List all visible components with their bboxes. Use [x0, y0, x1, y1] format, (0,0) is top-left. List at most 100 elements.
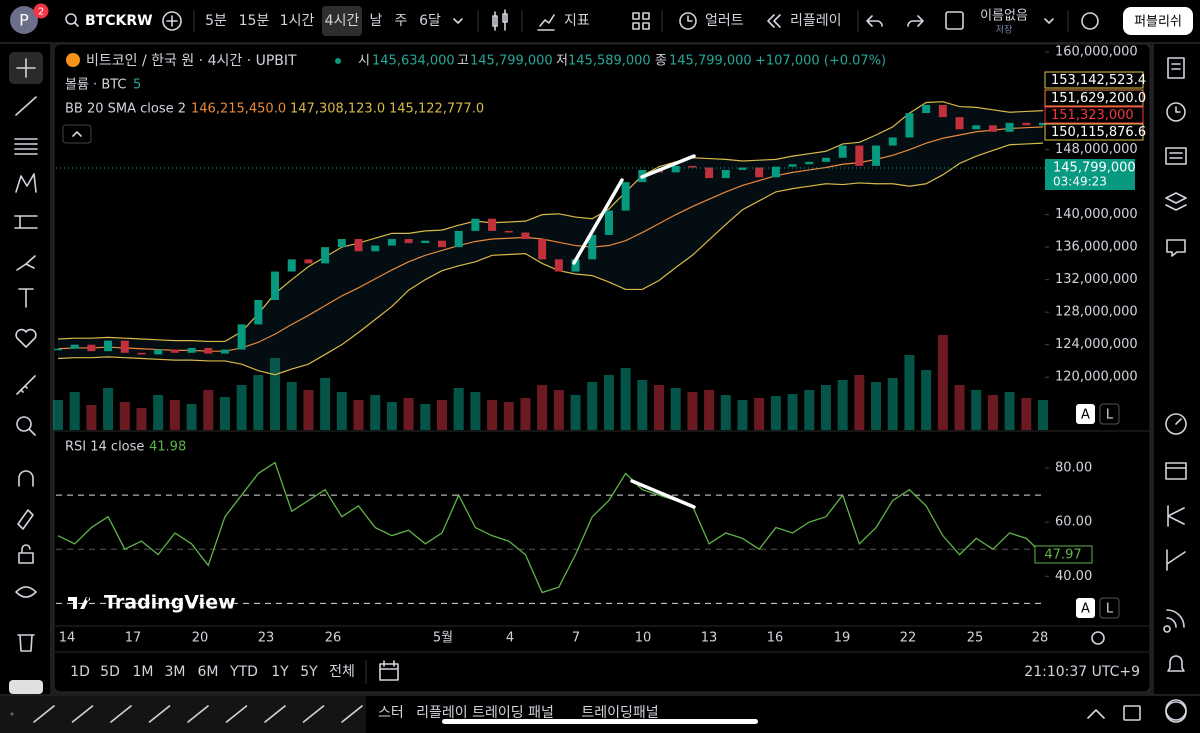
interval[interactable]: 1시간: [280, 13, 315, 29]
templates-icon[interactable]: [632, 12, 650, 30]
log-scale[interactable]: [1099, 597, 1120, 619]
favorite-tool[interactable]: [264, 705, 286, 723]
indicators[interactable]: 지표: [564, 13, 590, 29]
interval[interactable]: 4시간: [325, 13, 360, 29]
interval[interactable]: 6달: [419, 13, 441, 29]
legend-collapse[interactable]: [62, 124, 92, 144]
side-panel-button[interactable]: [1167, 57, 1185, 79]
side-panel-button[interactable]: [1166, 549, 1186, 571]
side-panel-button[interactable]: [1166, 239, 1186, 257]
range-button[interactable]: 1Y: [271, 664, 289, 680]
side-panel-button[interactable]: [1167, 655, 1185, 672]
interval[interactable]: 주: [395, 13, 408, 29]
crosshair-tool[interactable]: [16, 58, 36, 78]
chart-type-icon[interactable]: [492, 9, 508, 31]
drawing-tool[interactable]: [15, 328, 37, 348]
quick-search[interactable]: [1081, 12, 1099, 30]
avatar[interactable]: [10, 6, 38, 34]
alert-icon[interactable]: [679, 12, 697, 30]
publish[interactable]: 퍼블리쉬: [1134, 15, 1182, 30]
drawing-tool[interactable]: [18, 544, 34, 564]
side-panel-button[interactable]: [1163, 609, 1185, 633]
favorite-tool[interactable]: [110, 705, 132, 723]
replay[interactable]: 리플레이: [790, 13, 842, 29]
log-scale-label[interactable]: L: [1106, 602, 1114, 617]
search-icon[interactable]: [65, 13, 77, 25]
side-panel-button[interactable]: [1165, 413, 1187, 435]
auto-scale[interactable]: [1076, 404, 1095, 424]
trend-line[interactable]: [572, 178, 624, 265]
symbol[interactable]: BTCKRW: [85, 13, 153, 29]
range-button[interactable]: 5Y: [300, 664, 318, 680]
panel-tab[interactable]: 스터: [378, 705, 404, 721]
side-panel-button[interactable]: [1165, 462, 1187, 480]
fullscreen-icon[interactable]: [945, 11, 964, 30]
indicator-icon[interactable]: [537, 14, 555, 31]
interval-menu[interactable]: [453, 18, 463, 24]
add-symbol[interactable]: [162, 11, 182, 31]
drawing-tool[interactable]: [17, 509, 34, 530]
redo-icon[interactable]: [907, 15, 924, 27]
side-panel-button[interactable]: [1167, 505, 1185, 527]
alert[interactable]: 얼러트: [705, 13, 744, 29]
axis-settings[interactable]: [1091, 631, 1105, 645]
drawing-tool[interactable]: [17, 634, 35, 652]
drawing-tool[interactable]: [18, 288, 34, 308]
layout-menu[interactable]: [1044, 18, 1054, 24]
interval[interactable]: 날: [370, 13, 383, 29]
interval[interactable]: 15분: [239, 13, 270, 29]
favorite-tool[interactable]: [302, 705, 325, 723]
publish-button[interactable]: [1123, 7, 1193, 35]
help[interactable]: [1165, 701, 1187, 723]
layout-name[interactable]: 이름없음: [980, 9, 1028, 24]
side-panel-button[interactable]: [1165, 147, 1187, 165]
drawing-tool[interactable]: [15, 96, 37, 116]
favorite-tool[interactable]: [71, 705, 94, 723]
interval[interactable]: 5분: [205, 13, 227, 29]
range-button[interactable]: 전체: [329, 664, 355, 680]
volume-bar: [670, 388, 681, 430]
replay-icon[interactable]: [767, 14, 781, 28]
panel-tab[interactable]: 트레이딩패널: [581, 705, 658, 721]
range-button[interactable]: 6M: [198, 664, 219, 680]
range-button[interactable]: 1D: [70, 664, 90, 680]
drawing-tool[interactable]: [16, 416, 36, 436]
volume-bar: [386, 402, 397, 430]
trend-line[interactable]: [630, 479, 696, 509]
volume-bar: [186, 404, 197, 430]
drawing-tool[interactable]: [15, 173, 37, 193]
range-button[interactable]: YTD: [229, 664, 258, 680]
tool-collapse[interactable]: [9, 680, 43, 694]
panel-maximize[interactable]: [1123, 705, 1141, 721]
drawing-tool[interactable]: [16, 255, 36, 271]
favorite-tool[interactable]: [148, 705, 171, 723]
drawing-tool[interactable]: [18, 470, 34, 487]
side-panel-button[interactable]: [1166, 102, 1186, 122]
drawing-tool[interactable]: [14, 215, 38, 229]
favorite-tool[interactable]: [33, 705, 55, 723]
drawing-tool[interactable]: [14, 138, 38, 155]
favorite-tool[interactable]: [187, 705, 209, 723]
favorite-tool[interactable]: [225, 705, 248, 723]
countdown: 03:49:23: [1053, 175, 1107, 189]
auto-scale-label[interactable]: A: [1081, 602, 1090, 617]
favorite-tool[interactable]: [341, 705, 363, 723]
panel-tab[interactable]: 리플레이 트레이딩 패널: [416, 705, 554, 721]
candle: [538, 239, 547, 260]
range-button[interactable]: 3M: [165, 664, 186, 680]
drawing-tool[interactable]: [15, 586, 37, 598]
rsi-axis-label: 60.00: [1055, 515, 1092, 530]
range-button[interactable]: 1M: [133, 664, 154, 680]
price-badge-text: 150,115,876.6: [1051, 125, 1146, 140]
range-button[interactable]: 5D: [100, 664, 120, 680]
drawing-tool[interactable]: [16, 375, 36, 395]
side-panel-button[interactable]: [1165, 192, 1187, 211]
log-scale-label[interactable]: L: [1106, 408, 1114, 423]
auto-scale[interactable]: [1076, 598, 1095, 618]
goto-date[interactable]: [379, 660, 399, 681]
undo-icon[interactable]: [866, 15, 883, 27]
log-scale[interactable]: [1099, 403, 1120, 425]
auto-scale-label[interactable]: A: [1081, 408, 1090, 423]
trend-line[interactable]: [640, 154, 696, 179]
panel-expand[interactable]: [1087, 709, 1105, 719]
